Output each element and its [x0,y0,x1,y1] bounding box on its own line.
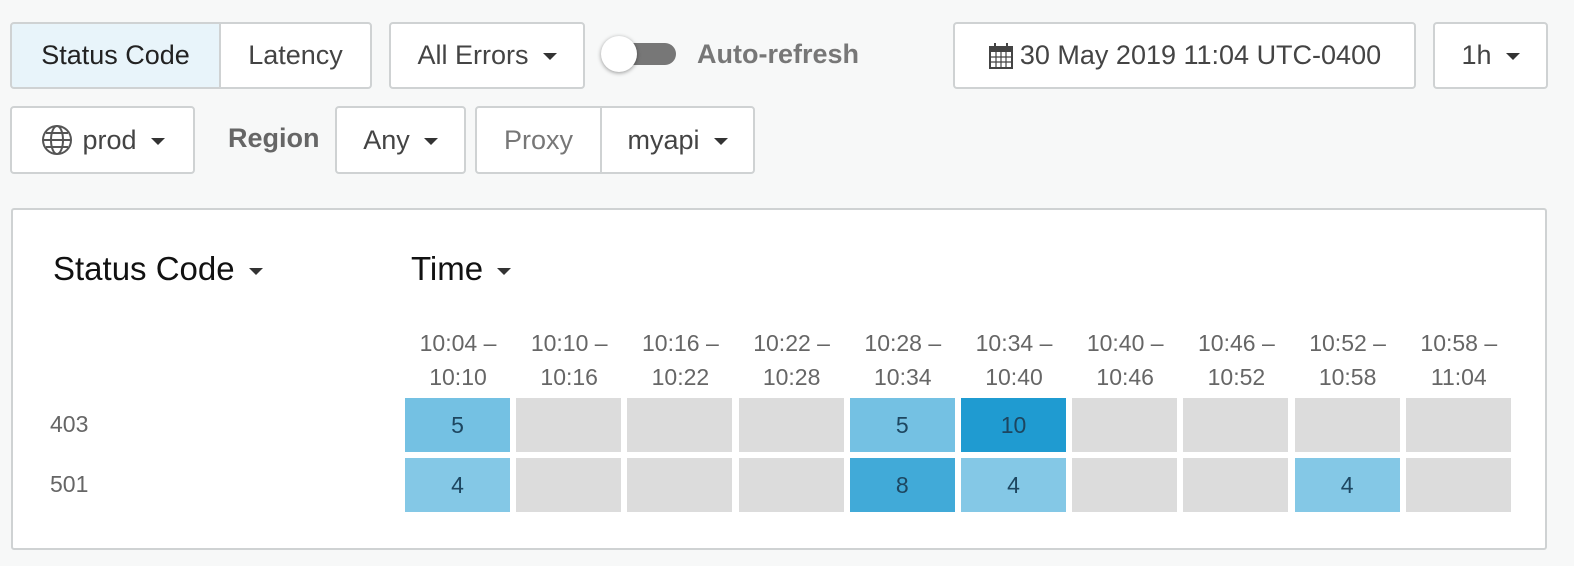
region-label: Region [228,123,320,153]
column-header: 10:58 – 11:04 [1420,330,1498,390]
dropdown-label: All Errors [417,40,556,71]
dropdown-label: 1h [1461,40,1519,71]
dropdown[interactable]: 1h [1433,22,1548,89]
column-dimension[interactable]: Time [411,250,511,288]
date-picker[interactable]: 30 May 2019 11:04 UTC-0400 [953,22,1416,89]
column-header: 10:46 – 10:52 [1198,330,1275,390]
heatmap-cell [516,458,622,512]
tab[interactable]: Status Code [10,22,221,89]
heatmap-cell [1294,398,1400,452]
toggle-knob [601,36,637,72]
column-header: 10:34 – 10:40 [975,330,1053,390]
toggle-label: Auto-refresh [697,39,860,69]
heatmap-cell: 8 [849,458,955,512]
heatmap-cell [1405,458,1511,512]
heatmap-cell: 4 [405,458,510,512]
dropdown-label: Any [363,125,438,156]
proxy-label: Proxy [475,106,602,174]
heatmap-cell: 10 [961,398,1066,452]
column-header: 10:10 – 10:16 [530,330,608,390]
heatmap-cell [1405,398,1511,452]
column-header: 10:28 – 10:34 [864,330,942,390]
heatmap-cell: 5 [405,398,510,452]
heatmap-cell: 4 [961,458,1066,512]
dropdown-label: prod [82,125,164,156]
row-label: 403 [50,411,89,437]
heatmap-cell [627,458,733,512]
row-dimension[interactable]: Status Code [53,250,263,288]
heatmap-cell [1072,398,1178,452]
dropdown[interactable]: prod [10,106,195,174]
column-header: 10:16 – 10:22 [642,330,719,390]
globe-icon [42,125,73,155]
heatmap-cell [516,398,622,452]
column-header: 10:52 – 10:58 [1309,330,1386,390]
heatmap-cell: 5 [849,398,955,452]
heatmap-cell [1183,398,1289,452]
heatmap-cell [627,398,733,452]
heatmap-panel: Status Code Time 10:04 – 10:10 10:10 – 10… [11,208,1547,550]
heatmap-cell [738,398,844,452]
heatmap-cell [1072,458,1178,512]
row-label: 501 [50,471,89,497]
heatmap-cell: 4 [1294,458,1400,512]
tab[interactable]: Latency [219,22,372,89]
column-header: 10:40 – 10:46 [1086,330,1164,390]
calendar-icon [988,42,1013,69]
dropdown[interactable]: myapi [600,106,755,174]
dropdown[interactable]: Any [335,106,466,174]
date-text: 30 May 2019 11:04 UTC-0400 [1019,40,1382,70]
heatmap-cell [1183,458,1289,512]
dropdown[interactable]: All Errors [389,22,585,89]
dropdown-label: myapi [627,125,727,156]
column-header: 10:22 – 10:28 [753,330,830,390]
column-header: 10:04 – 10:10 [419,330,497,390]
heatmap-cell [738,458,844,512]
